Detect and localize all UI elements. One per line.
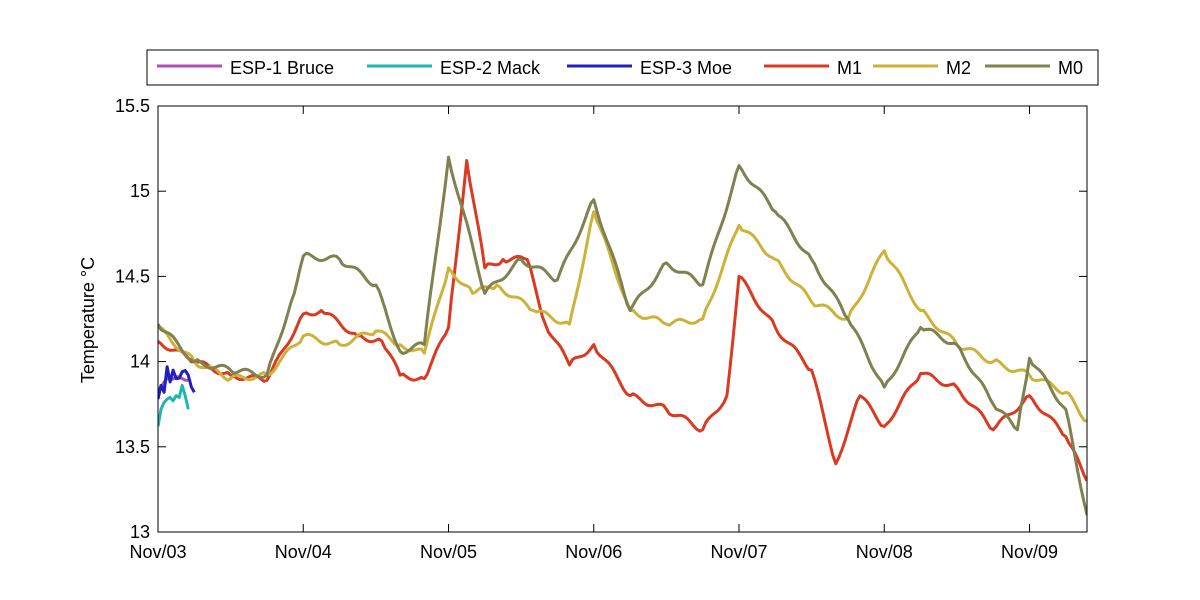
y-tick-label: 15 [130, 181, 150, 201]
x-tick-label: Nov/07 [710, 542, 767, 562]
plot-frame [157, 105, 1088, 533]
legend-label: ESP-2 Mack [440, 58, 541, 78]
legend-label: ESP-3 Moe [640, 58, 732, 78]
plot-layer [158, 155, 1087, 516]
x-tick-label: Nov/06 [565, 542, 622, 562]
x-tick-label: Nov/04 [275, 542, 332, 562]
y-axis-label: Temperature °C [78, 257, 98, 383]
series-line-m0 [158, 155, 1087, 516]
series-line-esp-2-mack [158, 384, 190, 427]
legend-label: M1 [837, 58, 862, 78]
legend-label: M2 [946, 58, 971, 78]
series-line-m1 [158, 159, 1087, 482]
y-tick-label: 14.5 [115, 266, 150, 286]
series-line-esp-1-bruce [158, 375, 189, 391]
legend-label: ESP-1 Bruce [230, 58, 334, 78]
x-tick-label: Nov/05 [420, 542, 477, 562]
y-tick-label: 13.5 [115, 437, 150, 457]
legend-label: M0 [1058, 58, 1083, 78]
series-line-esp-3-moe [158, 365, 196, 400]
legend: ESP-1 Bruce ESP-2 Mack ESP-3 Moe M1 M2 M0 [146, 49, 1099, 86]
x-tick-label: Nov/03 [129, 542, 186, 562]
y-tick-label: 14 [130, 352, 150, 372]
axes-layer: Nov/03 Nov/04 Nov/05 Nov/06 Nov/07 Nov/08 Nov/… [115, 96, 1088, 562]
x-tick-label: Nov/08 [856, 542, 913, 562]
y-tick-label: 15.5 [115, 96, 150, 116]
y-tick-label: 13 [130, 522, 150, 542]
x-tick-label: Nov/09 [1001, 542, 1058, 562]
